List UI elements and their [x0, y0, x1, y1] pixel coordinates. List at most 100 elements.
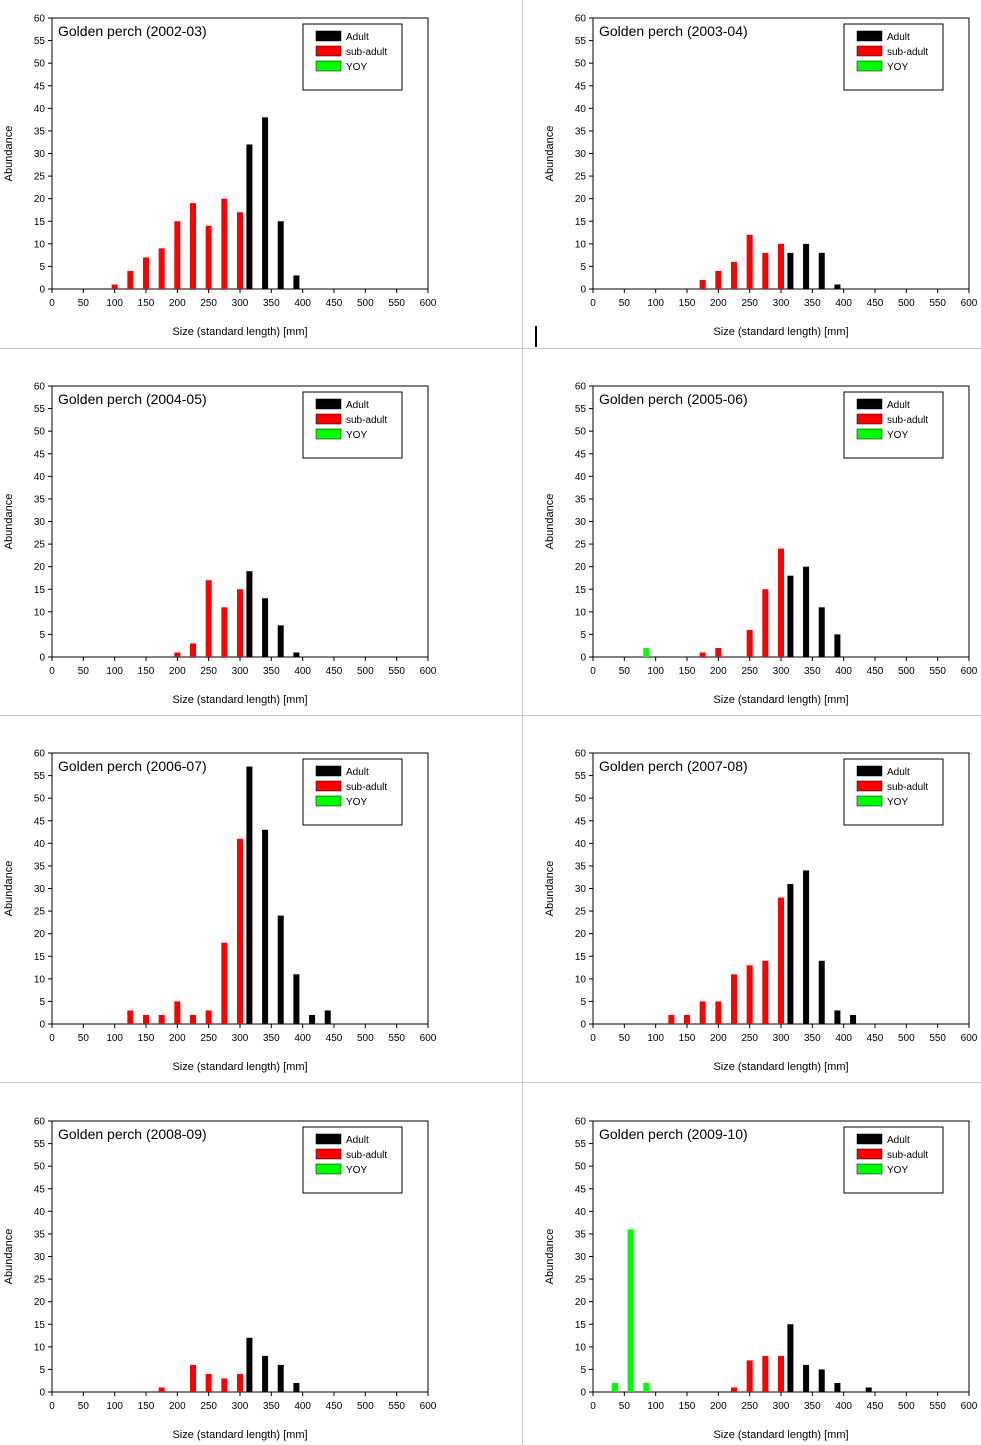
bar-sub-adult	[762, 1355, 769, 1392]
y-tick-label: 5	[580, 1365, 586, 1376]
y-tick-label: 50	[34, 59, 46, 70]
x-tick-label: 0	[49, 1401, 55, 1412]
bar-sub-adult	[205, 225, 212, 289]
bar-sub-adult	[221, 198, 228, 289]
legend-label-sub-adult: sub-adult	[887, 1150, 928, 1161]
y-tick-label: 45	[34, 816, 46, 827]
x-tick-label: 450	[867, 666, 884, 677]
y-tick-label: 15	[575, 952, 587, 963]
bar-sub-adult	[715, 270, 722, 289]
bar-adult	[293, 1382, 300, 1392]
y-tick-label: 30	[34, 517, 46, 528]
y-tick-label: 60	[34, 1117, 46, 1128]
legend-swatch-yoy	[315, 428, 342, 440]
x-axis-label: Size (standard length) [mm]	[713, 1429, 848, 1441]
x-tick-label: 550	[388, 666, 405, 677]
x-tick-label: 300	[232, 1401, 249, 1412]
y-tick-label: 55	[575, 404, 587, 415]
x-tick-label: 150	[679, 666, 696, 677]
legend-label-adult: Adult	[887, 767, 910, 778]
bar-sub-adult	[127, 1010, 134, 1024]
bar-sub-adult	[111, 284, 118, 289]
y-tick-label: 20	[575, 194, 587, 205]
chart-title: Golden perch (2002-03)	[58, 23, 207, 39]
y-tick-label: 35	[34, 1229, 46, 1240]
y-tick-label: 45	[575, 449, 587, 460]
x-tick-label: 300	[773, 1401, 790, 1412]
x-tick-label: 400	[294, 298, 311, 309]
bar-adult	[293, 652, 300, 657]
x-tick-label: 150	[138, 1401, 155, 1412]
legend-swatch-sub-adult	[856, 1148, 883, 1160]
y-tick-label: 20	[34, 194, 46, 205]
legend: Adult sub-adult YOY	[843, 1126, 944, 1194]
bar-adult	[787, 575, 794, 657]
y-tick-label: 30	[575, 149, 587, 160]
legend: Adult sub-adult YOY	[843, 758, 944, 826]
bar-adult	[246, 766, 253, 1024]
x-tick-label: 300	[232, 298, 249, 309]
x-tick-label: 0	[590, 1033, 596, 1044]
bar-sub-adult	[699, 652, 706, 657]
x-tick-label: 350	[804, 666, 821, 677]
y-tick-label: 35	[575, 126, 587, 137]
vertical-divider	[522, 0, 523, 1445]
bar-adult	[293, 974, 300, 1024]
y-tick-label: 50	[575, 59, 587, 70]
x-tick-label: 300	[232, 666, 249, 677]
legend-swatch-yoy	[315, 60, 342, 72]
chart-title: Golden perch (2008-09)	[58, 1126, 207, 1142]
legend-label-sub-adult: sub-adult	[887, 47, 928, 58]
x-axis-label: Size (standard length) [mm]	[713, 326, 848, 338]
legend: Adult sub-adult YOY	[843, 23, 944, 91]
y-tick-label: 5	[580, 630, 586, 641]
y-tick-label: 40	[34, 472, 46, 483]
x-tick-label: 550	[929, 666, 946, 677]
legend-label-yoy: YOY	[887, 62, 908, 73]
x-tick-label: 400	[835, 1033, 852, 1044]
bar-adult	[818, 252, 825, 289]
bar-adult	[262, 1355, 269, 1392]
legend: Adult sub-adult YOY	[302, 23, 403, 91]
x-tick-label: 150	[138, 666, 155, 677]
y-tick-label: 0	[580, 1020, 586, 1031]
y-tick-label: 40	[34, 839, 46, 850]
y-tick-label: 15	[34, 1320, 46, 1331]
x-tick-label: 400	[835, 298, 852, 309]
y-tick-label: 25	[34, 907, 46, 918]
legend-swatch-adult	[315, 30, 342, 42]
y-tick-label: 15	[34, 217, 46, 228]
legend-box	[302, 391, 403, 459]
y-tick-label: 40	[34, 104, 46, 115]
y-tick-label: 20	[575, 929, 587, 940]
y-tick-label: 5	[39, 1365, 45, 1376]
x-tick-label: 500	[357, 298, 374, 309]
bar-sub-adult	[174, 652, 181, 657]
y-tick-label: 15	[575, 217, 587, 228]
y-tick-label: 60	[575, 14, 587, 25]
x-tick-label: 500	[898, 1401, 915, 1412]
y-axis-label: Abundance	[3, 1229, 15, 1285]
bar-sub-adult	[746, 234, 753, 289]
x-tick-label: 50	[619, 298, 631, 309]
x-tick-label: 450	[867, 1401, 884, 1412]
bar-sub-adult	[699, 279, 706, 289]
legend-label-adult: Adult	[346, 1135, 369, 1146]
y-tick-label: 55	[34, 404, 46, 415]
y-tick-label: 55	[34, 1139, 46, 1150]
legend: Adult sub-adult YOY	[302, 391, 403, 459]
legend-label-sub-adult: sub-adult	[346, 782, 387, 793]
bar-sub-adult	[731, 261, 737, 289]
row-divider-3	[0, 1082, 981, 1083]
legend-swatch-adult	[856, 1133, 883, 1145]
bar-adult	[818, 960, 825, 1024]
legend-swatch-sub-adult	[856, 780, 883, 792]
y-tick-label: 40	[575, 472, 587, 483]
bar-adult	[277, 221, 284, 289]
bar-adult	[293, 275, 300, 289]
y-tick-label: 35	[34, 861, 46, 872]
x-tick-label: 250	[741, 666, 758, 677]
bar-sub-adult	[778, 897, 784, 1024]
x-tick-label: 400	[294, 666, 311, 677]
